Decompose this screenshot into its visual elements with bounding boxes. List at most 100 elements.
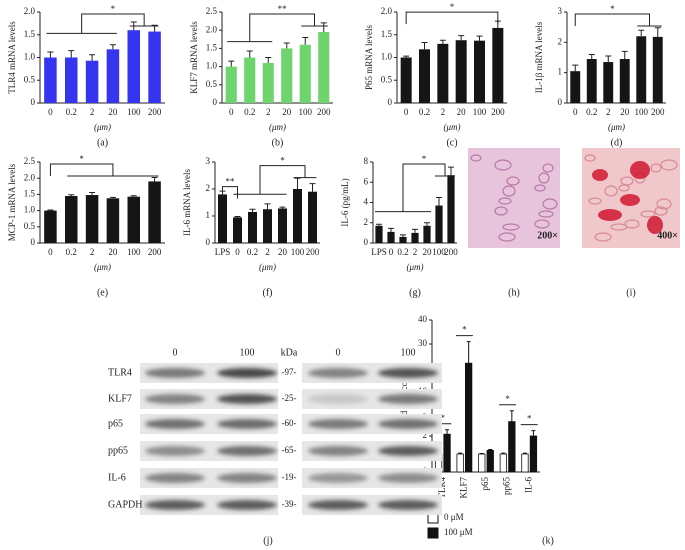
error-bar (621, 50, 628, 60)
cell (650, 163, 662, 173)
panel-label: (b) (272, 137, 284, 148)
error-bar (47, 51, 54, 58)
y-tick-label: 2.5 (24, 156, 36, 166)
x-tick-label: 0 (235, 247, 240, 257)
x-axis-label: (μm) (406, 262, 423, 272)
x-axis-label: (μm) (269, 122, 286, 132)
x-tick-label: 0.2 (419, 107, 430, 117)
bar (233, 217, 242, 243)
bar (478, 453, 486, 473)
y-tick-label: 2.0 (206, 24, 218, 34)
lane-label: 100 (401, 347, 416, 358)
error-bar (294, 177, 301, 189)
x-tick-label: 0.2 (244, 107, 255, 117)
x-tick-label: 20 (278, 247, 288, 257)
y-tick-label: 6 (364, 176, 369, 186)
x-tick-label: 0 (389, 247, 394, 257)
x-tick-label: 2 (413, 247, 418, 257)
bar (474, 40, 485, 103)
y-tick-label: 40 (418, 314, 428, 324)
y-tick-label: 1.5 (381, 29, 393, 39)
band (145, 368, 205, 378)
y-tick-label: 0 (31, 237, 36, 247)
panel-label: (a) (97, 137, 108, 148)
x-tick-label: 20 (457, 107, 467, 117)
x-tick-label: 200 (317, 107, 331, 117)
x-tick-label: 200 (306, 247, 320, 257)
error-bar (47, 209, 54, 211)
y-tick-label: 4 (364, 197, 369, 207)
cell (654, 206, 668, 216)
cell (542, 163, 554, 173)
y-tick-label: 0.5 (206, 79, 218, 89)
blot-strip (140, 495, 278, 515)
kda-label: -60- (282, 418, 297, 428)
error-bar (466, 341, 471, 364)
band (308, 473, 368, 483)
panel-label: (d) (611, 137, 623, 148)
protein-label: IL-6 (108, 472, 126, 483)
error-bar (439, 39, 446, 44)
y-tick-label: 1 (558, 67, 563, 77)
bracket (405, 11, 499, 25)
y-tick-label: 0.5 (381, 74, 393, 84)
band (308, 368, 368, 378)
bar (419, 49, 430, 103)
x-tick-label: 20 (108, 107, 118, 117)
x-tick-label: 0 (404, 107, 409, 117)
significance: * (610, 4, 615, 14)
x-tick-label: p65 (480, 477, 490, 491)
x-tick-label: 2 (441, 107, 446, 117)
bar (218, 194, 227, 243)
bar (308, 191, 317, 243)
x-tick-label: 200 (148, 107, 162, 117)
x-tick-label: 2 (90, 107, 95, 117)
bar (423, 225, 431, 243)
bar (127, 30, 140, 104)
bar (44, 57, 57, 103)
bar (65, 57, 78, 103)
error-bar (605, 55, 612, 63)
blot-strip (302, 468, 442, 488)
bar (652, 36, 663, 103)
significance: * (527, 414, 532, 424)
x-tick-label: 0 (48, 247, 53, 257)
x-tick-label: 0.2 (66, 107, 77, 117)
bar (447, 175, 455, 243)
significance: * (505, 394, 510, 404)
cell (502, 223, 520, 231)
cell (538, 172, 550, 184)
error-bar (151, 177, 158, 182)
y-tick-label: 0 (206, 237, 211, 247)
x-tick-label: LPS (371, 247, 387, 257)
error-bar (479, 452, 484, 454)
error-bar (501, 452, 506, 454)
error-bar (249, 208, 256, 212)
bar (248, 211, 257, 243)
cell (506, 176, 520, 186)
band (378, 500, 438, 510)
error-bar (309, 183, 316, 192)
y-tick-label: 0 (364, 237, 369, 247)
error-bar (421, 41, 428, 50)
y-tick-label: 1 (206, 210, 211, 220)
y-tick-label: 0 (31, 97, 36, 107)
error-bar (283, 42, 290, 49)
bar (375, 225, 383, 243)
x-tick-label: 0.2 (397, 247, 408, 257)
protein-label: pp65 (108, 445, 128, 456)
bar (281, 48, 293, 103)
x-tick-label: KLF7 (458, 477, 468, 499)
legend-label: 100 μM (444, 527, 473, 537)
error-bar (109, 44, 116, 50)
y-tick-label: 0 (558, 97, 563, 107)
cell (660, 159, 678, 171)
error-bar (320, 22, 327, 33)
error-bar (264, 203, 271, 210)
x-tick-label: 100 (432, 247, 446, 257)
band (145, 473, 205, 483)
cell (502, 185, 516, 197)
panel-label: (e) (97, 287, 108, 298)
panel-label: (g) (409, 287, 421, 298)
bracket (402, 163, 446, 212)
